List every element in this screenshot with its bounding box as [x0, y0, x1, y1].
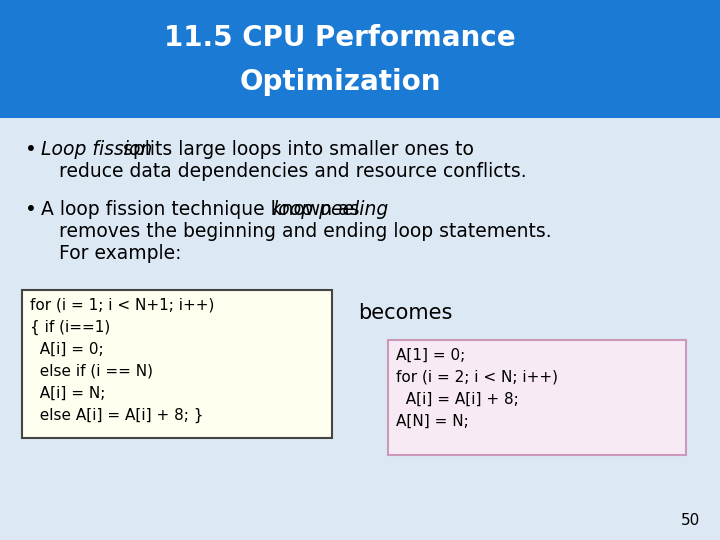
- Text: •: •: [25, 140, 37, 159]
- Text: removes the beginning and ending loop statements.: removes the beginning and ending loop st…: [59, 222, 552, 241]
- Text: A[N] = N;: A[N] = N;: [396, 414, 469, 429]
- Text: Optimization: Optimization: [239, 68, 441, 96]
- Text: A[i] = N;: A[i] = N;: [30, 386, 105, 401]
- FancyBboxPatch shape: [22, 290, 332, 438]
- Text: 50: 50: [680, 513, 700, 528]
- Text: For example:: For example:: [59, 244, 181, 263]
- Text: A loop fission technique known as: A loop fission technique known as: [41, 200, 366, 219]
- Text: becomes: becomes: [358, 303, 452, 323]
- Text: splits large loops into smaller ones to: splits large loops into smaller ones to: [117, 140, 474, 159]
- Text: loop peeling: loop peeling: [273, 200, 388, 219]
- Text: { if (i==1): { if (i==1): [30, 320, 110, 335]
- FancyBboxPatch shape: [388, 340, 686, 455]
- FancyBboxPatch shape: [0, 0, 720, 118]
- Text: 11.5 CPU Performance: 11.5 CPU Performance: [164, 24, 516, 52]
- Text: Loop fission: Loop fission: [41, 140, 153, 159]
- Text: reduce data dependencies and resource conflicts.: reduce data dependencies and resource co…: [59, 162, 526, 181]
- Text: A[i] = A[i] + 8;: A[i] = A[i] + 8;: [396, 392, 518, 407]
- Text: for (i = 1; i < N+1; i++): for (i = 1; i < N+1; i++): [30, 298, 215, 313]
- Text: for (i = 2; i < N; i++): for (i = 2; i < N; i++): [396, 370, 558, 385]
- Text: A[i] = 0;: A[i] = 0;: [30, 342, 104, 357]
- Text: else A[i] = A[i] + 8; }: else A[i] = A[i] + 8; }: [30, 408, 204, 423]
- Text: •: •: [25, 200, 37, 219]
- Text: A[1] = 0;: A[1] = 0;: [396, 348, 465, 363]
- Text: else if (i == N): else if (i == N): [30, 364, 153, 379]
